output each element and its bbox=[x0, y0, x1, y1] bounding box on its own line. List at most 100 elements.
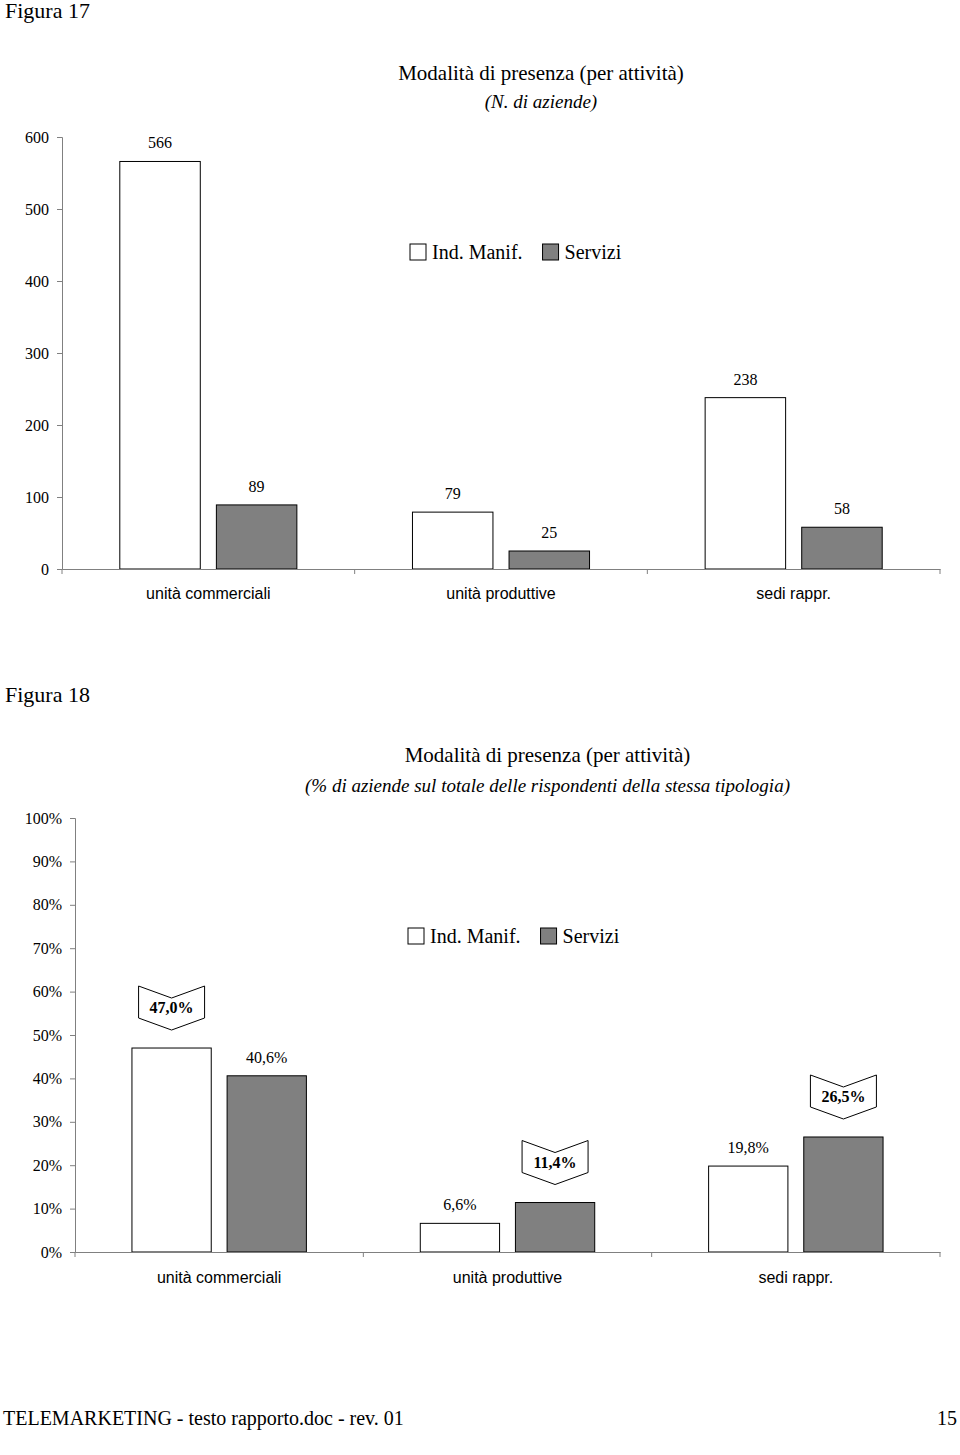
y-tick-label: 10% bbox=[33, 1200, 62, 1217]
y-tick-mark bbox=[70, 1252, 75, 1253]
x-separator bbox=[651, 1252, 652, 1257]
x-separators bbox=[62, 569, 940, 574]
data-label: 58 bbox=[834, 500, 850, 517]
legend-label: Servizi bbox=[563, 925, 620, 947]
y-tick: 200 bbox=[25, 417, 62, 434]
legend: Ind. Manif. Servizi bbox=[410, 241, 622, 263]
y-tick-label: 0 bbox=[41, 561, 49, 578]
x-tick: unità produttive bbox=[453, 1269, 563, 1286]
y-tick-mark bbox=[70, 1209, 75, 1210]
y-tick-mark bbox=[70, 861, 75, 862]
y-tick-label: 20% bbox=[33, 1157, 62, 1174]
data-label: 79 bbox=[445, 485, 461, 502]
y-tick-mark bbox=[70, 905, 75, 906]
figure-label: Figura 17 bbox=[5, 0, 90, 23]
y-tick: 0% bbox=[41, 1244, 75, 1261]
chart: Figura 17 Modalità di presenza (per attiv… bbox=[5, 0, 941, 602]
bars bbox=[132, 1048, 883, 1252]
y-tick-label: 40% bbox=[33, 1070, 62, 1087]
x-tick-label: sedi rappr. bbox=[758, 1269, 833, 1286]
legend-swatch bbox=[541, 928, 557, 944]
y-tick-mark bbox=[57, 137, 62, 138]
y-tick-label: 30% bbox=[33, 1113, 62, 1130]
chart: Figura 18Modalità di presenza (per attiv… bbox=[5, 682, 941, 1286]
chart-subtitle: (N. di aziende) bbox=[485, 91, 597, 113]
data-label: 19,8% bbox=[728, 1139, 769, 1156]
chart-subtitle: (% di aziende sul totale delle risponden… bbox=[305, 775, 790, 797]
y-tick: 400 bbox=[25, 273, 62, 290]
y-tick-label: 100 bbox=[25, 489, 49, 506]
y-tick-label: 90% bbox=[33, 853, 62, 870]
y-axis-line bbox=[57, 138, 63, 570]
legend-label: Servizi bbox=[565, 241, 622, 263]
y-tick: 30% bbox=[33, 1113, 75, 1130]
x-separator bbox=[940, 1252, 941, 1257]
x-axis: unità commercialiunità produttivesedi ra… bbox=[76, 1253, 941, 1287]
footer-text: TELEMARKETING - testo rapporto.doc - rev… bbox=[3, 1407, 404, 1430]
y-tick: 100 bbox=[25, 489, 62, 506]
y-tick-mark bbox=[70, 948, 75, 949]
y-tick-mark bbox=[57, 281, 62, 282]
y-tick-mark bbox=[70, 992, 75, 993]
y-tick-label: 60% bbox=[33, 983, 62, 1000]
bar bbox=[709, 1166, 788, 1252]
x-tick-label: unità produttive bbox=[453, 1269, 563, 1286]
y-tick-label: 600 bbox=[25, 129, 49, 146]
data-label: 238 bbox=[733, 371, 757, 388]
legend-label: Ind. Manif. bbox=[432, 241, 523, 263]
x-axis-line bbox=[63, 569, 941, 570]
page-number: 15 bbox=[937, 1407, 957, 1429]
bar bbox=[132, 1048, 211, 1252]
data-label: 89 bbox=[249, 478, 265, 495]
bar bbox=[804, 1137, 883, 1252]
y-tick-mark bbox=[57, 497, 62, 498]
data-label: 40,6% bbox=[246, 1049, 287, 1066]
y-tick: 60% bbox=[33, 983, 75, 1000]
label-callout bbox=[810, 1075, 876, 1119]
x-tick-label: unità commerciali bbox=[146, 585, 270, 602]
data-labels: 47,0%6,6%19,8%40,6%11,4%26,5% bbox=[139, 986, 877, 1213]
y-tick-mark bbox=[57, 425, 62, 426]
y-axis: 0%10%20%30%40%50%60%70%80%90%100% bbox=[25, 810, 76, 1261]
x-axis-line bbox=[76, 1252, 941, 1253]
y-tick-label: 0% bbox=[41, 1244, 62, 1261]
x-separators bbox=[75, 1252, 940, 1257]
label-callout bbox=[139, 986, 205, 1030]
x-separator bbox=[647, 569, 648, 574]
bar bbox=[420, 1223, 499, 1252]
legend-swatch bbox=[543, 244, 559, 260]
y-tick: 0 bbox=[41, 561, 62, 578]
legend: Ind. Manif.Servizi bbox=[408, 925, 620, 947]
chart-title: Modalità di presenza (per attività) bbox=[405, 743, 691, 767]
x-tick: sedi rappr. bbox=[756, 585, 831, 602]
x-axis: unità commerciali unità produttive sedi ra… bbox=[63, 570, 941, 603]
y-tick: 500 bbox=[25, 201, 62, 218]
data-label: 26,5% bbox=[821, 1088, 865, 1105]
y-tick-label: 70% bbox=[33, 940, 62, 957]
y-tick: 70% bbox=[33, 940, 75, 957]
y-tick-mark bbox=[70, 1122, 75, 1123]
data-label: 25 bbox=[541, 524, 557, 541]
x-tick-label: unità produttive bbox=[446, 585, 556, 602]
page: Figura 17 Modalità di presenza (per attiv… bbox=[0, 0, 960, 1455]
chart-title: Modalità di presenza (per attività) bbox=[398, 61, 684, 85]
y-tick: 100% bbox=[25, 810, 75, 827]
y-tick-label: 400 bbox=[25, 273, 49, 290]
y-tick-label: 200 bbox=[25, 417, 49, 434]
x-separator bbox=[354, 569, 355, 574]
x-separator bbox=[940, 569, 941, 574]
label-callout bbox=[522, 1141, 588, 1185]
y-tick-label: 80% bbox=[33, 896, 62, 913]
bars bbox=[120, 161, 882, 569]
legend-swatch bbox=[410, 244, 426, 260]
x-tick: unità produttive bbox=[446, 585, 556, 602]
x-separator bbox=[363, 1252, 364, 1257]
bar bbox=[227, 1076, 306, 1252]
y-tick-label: 500 bbox=[25, 201, 49, 218]
bar bbox=[802, 527, 882, 569]
y-tick-label: 300 bbox=[25, 345, 49, 362]
y-axis: 0 100 200 300 400 500 600 bbox=[25, 129, 63, 578]
y-tick: 80% bbox=[33, 896, 75, 913]
bar bbox=[120, 161, 200, 569]
y-tick-mark bbox=[57, 569, 62, 570]
